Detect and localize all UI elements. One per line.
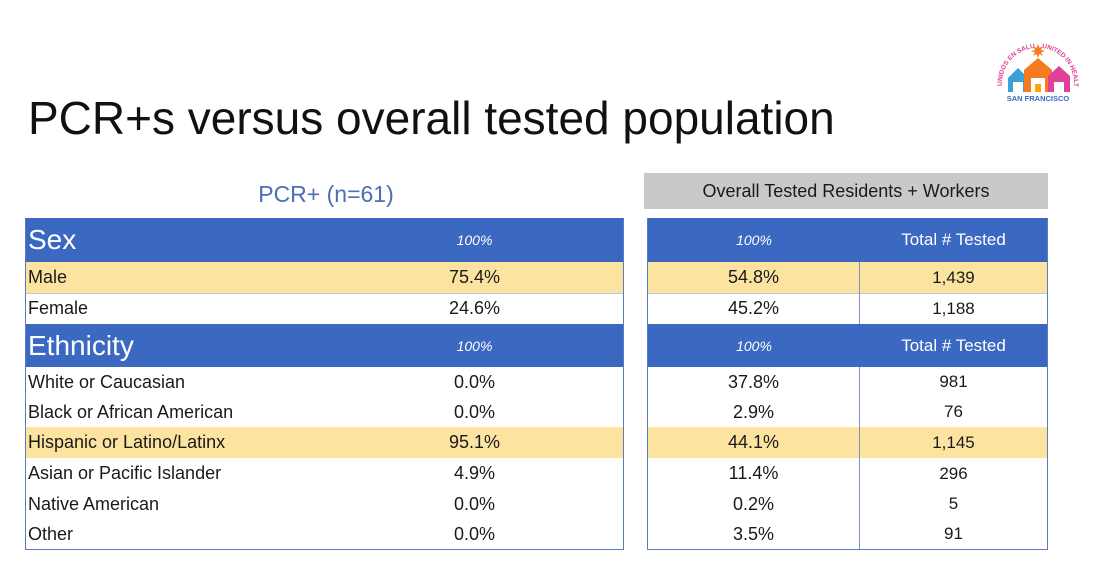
row-label: Native American (28, 493, 160, 514)
overall-column-header: Overall Tested Residents + Workers (644, 173, 1048, 209)
unidos-en-salud-logo: UNIDOS EN SALUD UNITED IN HEALTH SAN FRA… (988, 34, 1079, 103)
overall-value: 37.8% (648, 367, 860, 397)
ethnicity-header-row-overall: 100% Total # Tested (648, 324, 1047, 367)
logo-sun-icon (1031, 44, 1045, 58)
pcr-value: 0.0% (453, 371, 496, 392)
table-row: Hispanic or Latino/Latinx 95.1% (26, 427, 623, 458)
table-row: 3.5% 91 (648, 519, 1047, 549)
table-row: 54.8% 1,439 (648, 262, 1047, 294)
table-row: Female 24.6% (26, 293, 623, 324)
row-label: Female (28, 298, 89, 318)
pcr-value: 4.9% (453, 463, 496, 483)
table-row: Asian or Pacific Islander 4.9% (26, 458, 623, 489)
table-row: 37.8% 981 (648, 367, 1047, 397)
count-value: 1,439 (932, 267, 975, 287)
table-row: 2.9% 76 (648, 397, 1047, 427)
overall-value: 2.9% (648, 397, 860, 427)
count-header-sex: Total # Tested (901, 230, 1006, 249)
pcr-total-ethnicity: 100% (456, 337, 493, 354)
logo-house-pink (1048, 66, 1070, 92)
table-row: 45.2% 1,188 (648, 293, 1047, 324)
overall-value: 11.4% (648, 458, 860, 489)
sex-header-row-overall: 100% Total # Tested (648, 218, 1047, 262)
logo-house-orange (1024, 58, 1052, 92)
table-row: Male 75.4% (26, 262, 623, 294)
count-value: 1,188 (932, 298, 975, 318)
count-value: 76 (944, 402, 963, 421)
table-row: Other 0.0% (26, 519, 623, 549)
pcr-value: 95.1% (448, 432, 501, 452)
overall-value: 44.1% (648, 427, 860, 458)
count-value: 5 (948, 494, 959, 513)
pcr-table: Sex 100% Male 75.4% Female 24.6% Ethnici… (25, 218, 624, 550)
row-label: Male (28, 267, 68, 287)
logo-text-bottom: SAN FRANCISCO (1007, 94, 1070, 103)
table-row: 0.2% 5 (648, 489, 1047, 519)
count-value: 1,145 (932, 432, 975, 452)
section-title-ethnicity: Ethnicity (28, 329, 134, 361)
table-row: 44.1% 1,145 (648, 427, 1047, 458)
logo-door (1035, 84, 1041, 92)
count-value: 981 (939, 372, 968, 391)
overall-value: 54.8% (648, 262, 860, 293)
pcr-value: 24.6% (448, 298, 501, 318)
row-label: Asian or Pacific Islander (28, 463, 222, 483)
count-value: 91 (944, 524, 963, 543)
table-row: White or Caucasian 0.0% (26, 367, 623, 397)
pcr-value: 0.0% (453, 401, 496, 422)
page-title: PCR+s versus overall tested population (28, 92, 835, 144)
pcr-value: 75.4% (448, 267, 501, 287)
pcr-value: 0.0% (453, 523, 496, 544)
ethnicity-header-row: Ethnicity 100% (26, 324, 623, 367)
pcr-total-sex: 100% (456, 232, 493, 248)
overall-value: 0.2% (648, 489, 860, 519)
table-row: 11.4% 296 (648, 458, 1047, 489)
row-label: White or Caucasian (28, 371, 186, 392)
count-header-ethnicity: Total # Tested (901, 335, 1006, 355)
overall-table: 100% Total # Tested 54.8% 1,439 45.2% 1,… (647, 218, 1048, 550)
overall-value: 3.5% (648, 519, 860, 549)
row-label: Hispanic or Latino/Latinx (28, 432, 226, 452)
count-value: 296 (939, 463, 968, 483)
table-row: Black or African American 0.0% (26, 397, 623, 427)
row-label: Other (28, 523, 74, 544)
table-row: Native American 0.0% (26, 489, 623, 519)
pcr-column-header: PCR+ (n=61) (258, 181, 394, 207)
overall-value: 45.2% (648, 293, 860, 324)
pcr-value: 0.0% (453, 493, 496, 514)
overall-total-sex: 100% (736, 232, 772, 248)
overall-total-ethnicity: 100% (736, 337, 772, 354)
section-title-sex: Sex (28, 224, 77, 255)
sex-header-row: Sex 100% (26, 218, 623, 262)
logo-house-blue (1008, 68, 1028, 92)
row-label: Black or African American (28, 401, 234, 422)
